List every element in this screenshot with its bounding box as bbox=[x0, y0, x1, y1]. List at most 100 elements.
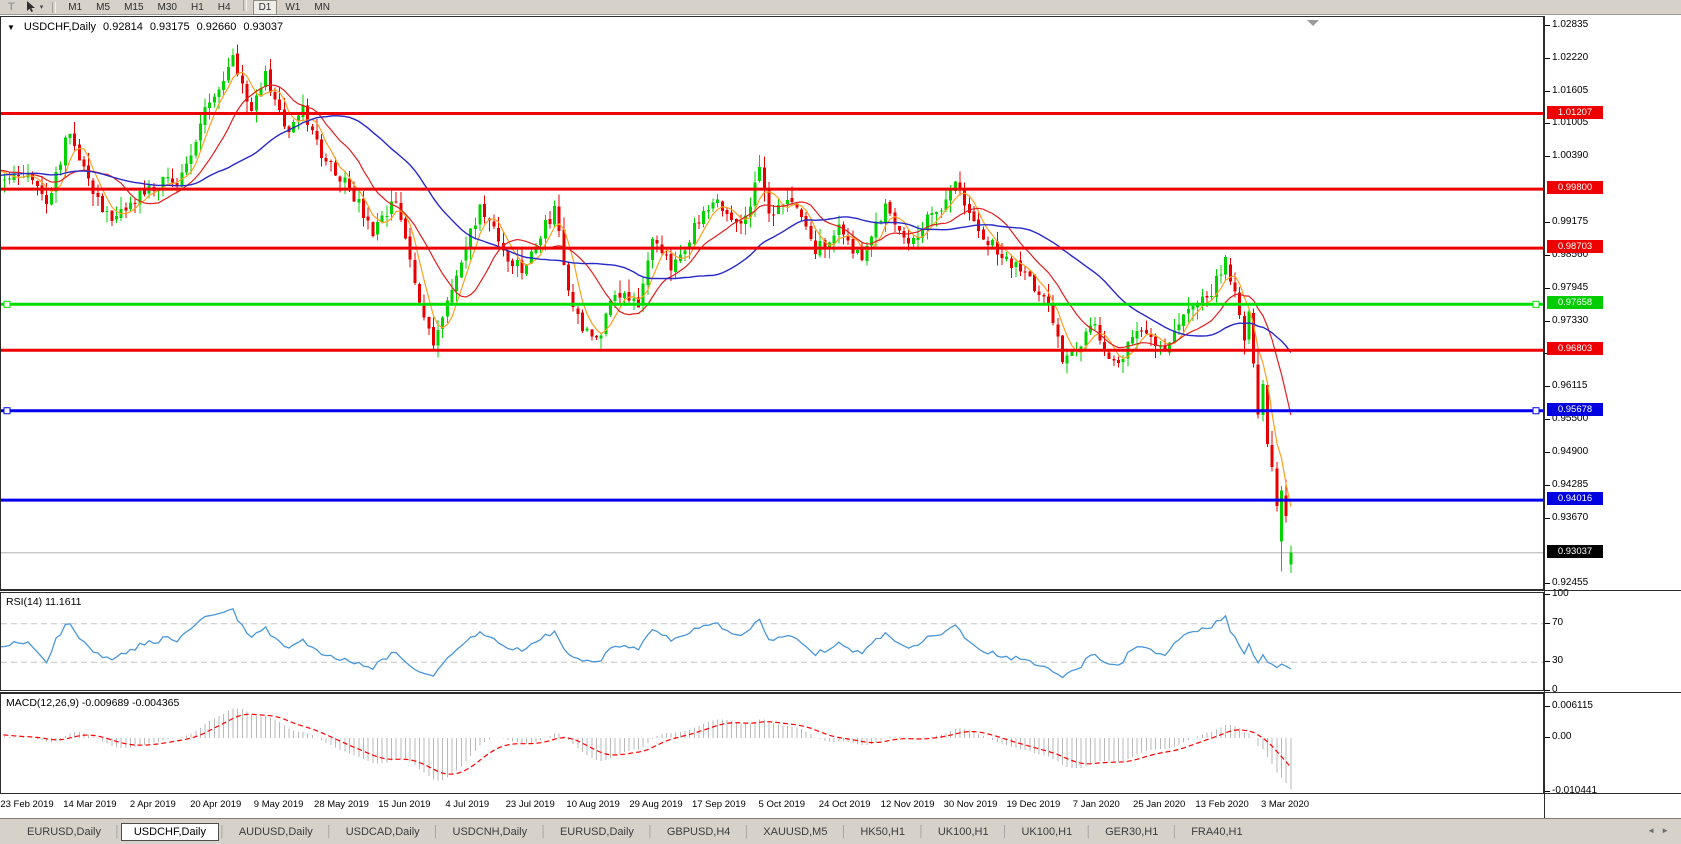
line-handle[interactable] bbox=[1532, 407, 1540, 415]
line-handle[interactable] bbox=[1532, 300, 1540, 308]
price-tick-label: 0.94900 bbox=[1552, 445, 1589, 457]
chart-tab-bar: EURUSD,Daily │ USDCHF,Daily │ AUDUSD,Daily │ U… bbox=[0, 818, 1681, 844]
timeframe-button-m30[interactable]: M30 bbox=[157, 1, 177, 13]
price-tick-label: 0.92455 bbox=[1552, 577, 1589, 588]
price-tick-label: 1.00390 bbox=[1552, 150, 1589, 162]
date-label: 2 Apr 2019 bbox=[129, 799, 176, 810]
tab-scroll-left-icon[interactable]: ◄ bbox=[1647, 826, 1662, 835]
rsi-plot[interactable] bbox=[1, 593, 1543, 690]
axis-tick-mark bbox=[1545, 583, 1550, 584]
macd-axis-label: 0.00 bbox=[1552, 731, 1572, 742]
price-line-label: 0.94016 bbox=[1547, 492, 1603, 506]
axis-tick-mark bbox=[1545, 320, 1550, 322]
chart-tab-gbpusd-h4[interactable]: GBPUSD,H4 bbox=[666, 825, 731, 838]
chart-tab-audusd-daily[interactable]: AUDUSD,Daily bbox=[238, 825, 313, 838]
rsi-axis-label: 70 bbox=[1552, 616, 1564, 628]
timeframe-button-m5[interactable]: M5 bbox=[96, 1, 111, 13]
timeframe-group: M1 M5 M15 M30 H1 H4 D1 W1 MN bbox=[61, 0, 337, 15]
price-tick-label: 1.02220 bbox=[1552, 52, 1589, 64]
tab-scroll-right-icon[interactable]: ► bbox=[1661, 826, 1675, 835]
timeframe-button-w1[interactable]: W1 bbox=[285, 1, 301, 13]
axis-tick-mark bbox=[1545, 690, 1550, 691]
line-handle[interactable] bbox=[3, 407, 11, 415]
axis-tick-mark bbox=[1545, 451, 1550, 453]
panel-separator[interactable] bbox=[0, 793, 1681, 794]
timeframe-button-mn[interactable]: MN bbox=[314, 1, 330, 13]
rsi-panel[interactable]: RSI(14) 11.1611 bbox=[0, 592, 1544, 691]
text-tool-button[interactable]: T bbox=[2, 1, 21, 14]
axis-tick-mark bbox=[1545, 91, 1550, 93]
main-chart-panel[interactable]: ▼ USDCHF,Daily 0.92814 0.93175 0.92660 0.9303… bbox=[0, 16, 1544, 590]
tab-separator: │ bbox=[540, 825, 547, 838]
timeframe-button-h1[interactable]: H1 bbox=[190, 1, 204, 13]
price-tick-label: 0.99175 bbox=[1552, 215, 1589, 227]
ohlc-low: 0.92660 bbox=[196, 21, 237, 33]
price-tick-label: 0.95500 bbox=[1552, 413, 1589, 425]
date-label: 30 Nov 2019 bbox=[943, 799, 998, 810]
chart-tab-ger30-h1[interactable]: GER30,H1 bbox=[1105, 825, 1159, 838]
tab-separator: │ bbox=[1171, 825, 1179, 838]
tab-separator: │ bbox=[1001, 825, 1009, 838]
chart-tab-hk50-h1[interactable]: HK50,H1 bbox=[860, 825, 905, 838]
date-label: 5 Oct 2019 bbox=[758, 799, 806, 810]
panel-separator[interactable] bbox=[0, 692, 1681, 693]
axis-tick-mark bbox=[1545, 254, 1550, 256]
price-tick-label: 0.97330 bbox=[1552, 314, 1589, 326]
date-axis[interactable]: 23 Feb 2019 14 Mar 2019 2 Apr 2019 20 Apr 2… bbox=[0, 794, 1544, 818]
price-line-label: 0.98703 bbox=[1547, 240, 1603, 254]
text-tool-icon: T bbox=[8, 1, 15, 13]
date-label: 24 Oct 2019 bbox=[818, 799, 871, 810]
rsi-axis-label: 30 bbox=[1552, 655, 1564, 667]
chart-tab-usdchf-daily[interactable]: USDCHF,Daily bbox=[120, 822, 219, 841]
chart-tab-usdcnh-daily[interactable]: USDCNH,Daily bbox=[452, 825, 528, 838]
timeframe-button-d1[interactable]: D1 bbox=[252, 0, 278, 15]
tab-separator: │ bbox=[113, 825, 121, 838]
symbol-name: USDCHF,Daily bbox=[23, 21, 97, 33]
chart-tab-fra40-h1[interactable]: FRA40,H1 bbox=[1191, 825, 1243, 838]
price-line-label: 0.95678 bbox=[1547, 402, 1603, 416]
tab-separator: │ bbox=[1085, 825, 1093, 838]
tab-separator: │ bbox=[840, 825, 848, 838]
tab-scroll-arrows[interactable]: ◄► bbox=[1647, 826, 1675, 835]
cursor-tool-button[interactable]: ▾ bbox=[21, 1, 48, 14]
timeframe-button-m15[interactable]: M15 bbox=[124, 1, 144, 13]
timeframe-button-m1[interactable]: M1 bbox=[68, 1, 83, 13]
chart-tab-xauusd-m5[interactable]: XAUUSD,M5 bbox=[763, 825, 828, 838]
macd-plot[interactable] bbox=[1, 694, 1543, 793]
ma-slow-line bbox=[1, 114, 1292, 353]
macd-axis-label: 0.006115 bbox=[1552, 699, 1593, 711]
chevron-down-icon: ▾ bbox=[39, 4, 44, 11]
date-label: 29 Aug 2019 bbox=[629, 799, 683, 810]
axis-tick-mark bbox=[1545, 737, 1550, 738]
ohlc-close: 0.93037 bbox=[243, 21, 284, 33]
rsi-axis-label: 0 bbox=[1552, 684, 1558, 695]
symbol-dropdown-icon[interactable]: ▼ bbox=[7, 23, 15, 32]
panel-separator[interactable] bbox=[0, 590, 1681, 591]
date-label: 25 Jan 2020 bbox=[1133, 799, 1186, 810]
macd-axis-label: -0.010441 bbox=[1552, 784, 1598, 796]
chart-tab-uk100-h1[interactable]: UK100,H1 bbox=[1021, 825, 1073, 838]
price-axis[interactable]: 1.02835 1.02220 1.01605 1.01005 1.00390 0.991… bbox=[1544, 16, 1681, 818]
timeframe-button-h4[interactable]: H4 bbox=[217, 1, 231, 13]
toolbar-separator bbox=[52, 1, 57, 13]
price-tick-label: 0.97945 bbox=[1552, 281, 1589, 293]
candlestick-chart[interactable] bbox=[1, 17, 1543, 589]
line-handle[interactable] bbox=[3, 300, 11, 308]
cursor-tool-icon bbox=[26, 1, 35, 12]
toolbar-separator bbox=[242, 0, 247, 11]
axis-tick-mark bbox=[1545, 661, 1550, 663]
price-line-label: 0.96803 bbox=[1547, 342, 1603, 356]
chart-tab-uk100-h1[interactable]: UK100,H1 bbox=[937, 825, 989, 838]
axis-tick-mark bbox=[1545, 156, 1550, 158]
chart-tab-eurusd-daily[interactable]: EURUSD,Daily bbox=[559, 825, 634, 838]
ohlc-open: 0.92814 bbox=[103, 21, 143, 33]
axis-tick-mark bbox=[1545, 517, 1550, 519]
chart-tab-usdcad-daily[interactable]: USDCAD,Daily bbox=[345, 825, 420, 838]
chart-tab-eurusd-daily[interactable]: EURUSD,Daily bbox=[27, 825, 101, 838]
date-label: 28 May 2019 bbox=[314, 799, 369, 810]
date-label: 19 Dec 2019 bbox=[1006, 799, 1061, 810]
macd-panel[interactable]: MACD(12,26,9) -0.009689 -0.004365 bbox=[0, 693, 1544, 794]
chart-shift-marker-icon[interactable] bbox=[1307, 20, 1319, 26]
candles bbox=[3, 44, 1293, 573]
tab-separator: │ bbox=[325, 825, 333, 838]
